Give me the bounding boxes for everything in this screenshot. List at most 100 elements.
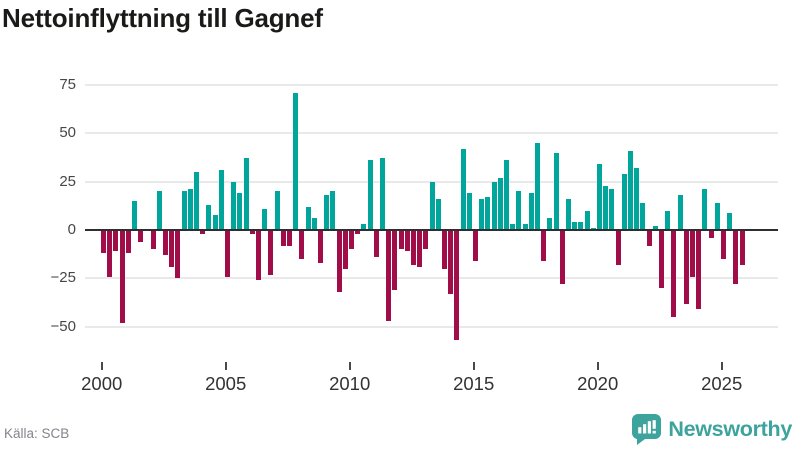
- bar-2025-q4: [739, 230, 745, 265]
- gridline: [85, 83, 778, 86]
- bar-2002-q1: [150, 230, 156, 250]
- bar-2007-q4: [293, 92, 299, 230]
- x-axis: 2000 2005 2010 2015 2020 2025: [81, 362, 785, 398]
- x-tick-label: 2005: [205, 373, 247, 394]
- bar-2003-q2: [181, 191, 187, 230]
- bar-2007-q1: [274, 191, 280, 230]
- source-label: Källa: SCB: [4, 426, 70, 441]
- x-tick: [224, 362, 227, 370]
- x-tick-label: 2010: [329, 373, 371, 394]
- bar-2020-q1: [596, 164, 602, 230]
- bar-2004-q4: [218, 170, 224, 230]
- bar-2017-q3: [534, 142, 540, 230]
- bar-2018-q2: [553, 152, 559, 230]
- bar-2023-q2: [677, 195, 683, 230]
- newsworthy-icon: [632, 413, 662, 445]
- gridline: [85, 277, 778, 280]
- bar-2025-q2: [727, 212, 733, 230]
- bar-2015-q2: [479, 199, 485, 230]
- bar-2024-q3: [708, 230, 714, 238]
- bar-2024-q2: [702, 189, 708, 230]
- bar-2021-q4: [640, 202, 646, 230]
- bar-2007-q2: [280, 230, 286, 246]
- bar-2011-q2: [379, 158, 385, 230]
- bar-2005-q4: [243, 158, 249, 230]
- x-tick: [100, 362, 103, 370]
- y-tick-label: 0: [67, 221, 76, 238]
- y-tick-label: −50: [50, 317, 76, 335]
- bar-2020-q3: [609, 189, 615, 230]
- bar-2011-q4: [392, 230, 398, 290]
- bar-2003-q1: [175, 230, 181, 279]
- bar-2019-q3: [584, 210, 590, 230]
- bar-2001-q3: [138, 230, 144, 242]
- bar-2020-q4: [615, 230, 621, 265]
- bar-2016-q3: [510, 224, 516, 230]
- bar-2009-q1: [324, 195, 330, 230]
- bar-2023-q4: [689, 230, 695, 277]
- bar-2012-q3: [410, 230, 416, 265]
- bar-2002-q2: [156, 191, 162, 230]
- bar-2025-q1: [720, 230, 726, 259]
- bar-2022-q2: [652, 226, 658, 230]
- y-tick-label: 50: [59, 124, 76, 142]
- bar-2013-q4: [441, 230, 447, 269]
- bar-2008-q4: [317, 230, 323, 263]
- bar-2000-q4: [119, 230, 125, 323]
- bar-2013-q1: [423, 230, 429, 250]
- gridline: [85, 132, 778, 135]
- bar-2015-q3: [485, 197, 491, 230]
- brand-name: Newsworthy: [668, 416, 792, 441]
- bar-2003-q3: [187, 189, 193, 230]
- bar-2015-q4: [491, 181, 497, 230]
- bar-2012-q4: [417, 230, 423, 267]
- bar-2001-q2: [131, 201, 137, 230]
- bar-2021-q2: [627, 150, 633, 230]
- bar-2002-q3: [162, 230, 168, 256]
- bar-2004-q3: [212, 214, 218, 230]
- bar-2000-q2: [107, 230, 113, 277]
- bar-2020-q2: [603, 185, 609, 230]
- bar-2019-q1: [572, 222, 578, 230]
- bar-2012-q2: [404, 230, 410, 252]
- bar-2018-q4: [565, 199, 571, 230]
- bar-2025-q3: [733, 230, 739, 285]
- bar-2014-q1: [448, 230, 454, 294]
- x-tick: [596, 362, 599, 370]
- x-tick: [348, 362, 351, 370]
- x-tick-label: 2020: [577, 373, 619, 394]
- bar-2015-q1: [472, 230, 478, 261]
- x-tick-label: 2000: [81, 373, 123, 394]
- bar-2009-q4: [342, 230, 348, 269]
- bar-2024-q4: [714, 202, 720, 230]
- bar-2022-q3: [658, 230, 664, 289]
- bar-2012-q1: [398, 230, 404, 250]
- bar-2018-q3: [559, 230, 565, 285]
- bar-2023-q1: [671, 230, 677, 318]
- bar-2013-q3: [435, 199, 441, 230]
- bar-2017-q4: [541, 230, 547, 261]
- x-tick-label: 2025: [701, 373, 743, 394]
- bar-2021-q3: [634, 168, 640, 230]
- bar-2002-q4: [169, 230, 175, 267]
- bar-2006-q4: [268, 230, 274, 275]
- bar-2007-q3: [286, 230, 292, 246]
- bar-2016-q4: [516, 191, 522, 230]
- bar-2022-q1: [646, 230, 652, 246]
- bar-2016-q2: [503, 160, 509, 230]
- bar-2014-q3: [460, 148, 466, 230]
- page-title: Nettoinflyttning till Gagnef: [2, 3, 323, 33]
- y-tick-label: −25: [50, 269, 76, 287]
- bar-2022-q4: [665, 210, 671, 230]
- y-tick-label: 75: [59, 75, 76, 93]
- bar-2009-q3: [336, 230, 342, 292]
- zero-axis-line: [85, 228, 778, 232]
- bar-2004-q2: [206, 204, 212, 230]
- gridline: [85, 325, 778, 328]
- bar-2021-q1: [621, 173, 627, 230]
- bar-2000-q3: [113, 230, 119, 252]
- bar-2024-q1: [696, 230, 702, 310]
- x-tick: [472, 362, 475, 370]
- bar-2005-q2: [231, 181, 237, 230]
